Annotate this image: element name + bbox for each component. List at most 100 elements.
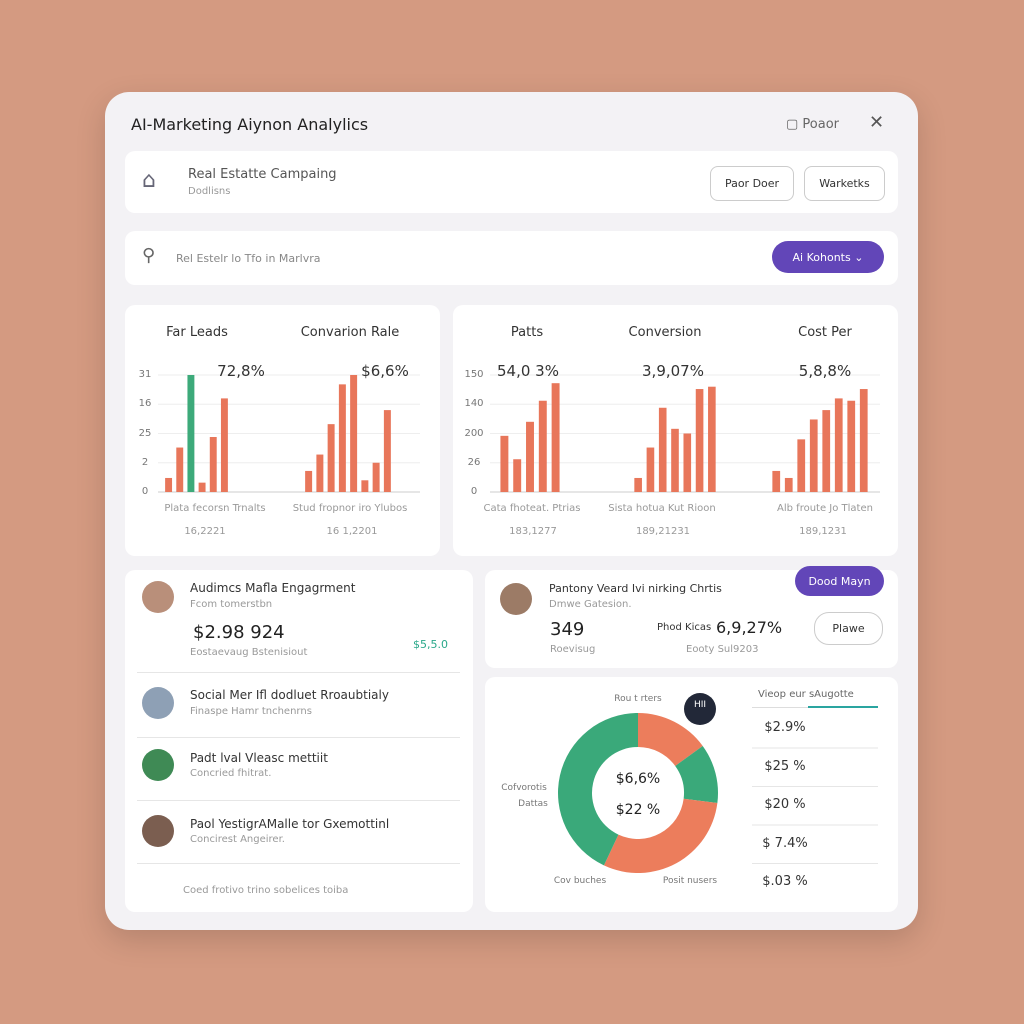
search-bar[interactable]	[125, 231, 898, 285]
bar	[859, 389, 868, 492]
bar	[695, 389, 704, 492]
tab-underline	[808, 706, 878, 708]
bar	[209, 437, 217, 492]
avatar	[500, 583, 532, 615]
chart-headline: $6,6%	[361, 362, 409, 380]
stat-value: $.03 %	[762, 874, 808, 889]
bar	[658, 407, 667, 492]
avatar	[142, 749, 174, 781]
y-tick-label: 0	[141, 486, 149, 497]
bar	[383, 410, 391, 492]
bar	[551, 383, 560, 492]
stat-value: $2.9%	[764, 720, 806, 735]
item-subtitle: Fcom tomerstbn	[190, 599, 273, 610]
campaign-title: Real Estatte Campaing	[188, 167, 337, 182]
bar	[187, 375, 195, 492]
bar	[500, 435, 509, 492]
donut-annotation: Cov buches	[553, 876, 607, 886]
donut-hole	[593, 748, 683, 838]
chart-footer-value: 16 1,2201	[326, 526, 378, 537]
rate-label: Phod Kicas	[657, 622, 712, 633]
bar	[772, 470, 781, 492]
home-icon: ⌂	[142, 168, 156, 193]
bar	[220, 398, 228, 492]
bar	[176, 447, 184, 492]
button[interactable]: Warketks	[804, 166, 885, 201]
chart-headline: 3,9,07%	[642, 362, 704, 380]
donut-segment	[558, 713, 638, 866]
search-button[interactable]: Ai Kohonts ⌄	[772, 241, 884, 273]
chart-headline: 54,0 3%	[497, 362, 559, 380]
badge: $5,5.0	[413, 638, 448, 651]
donut-annotation: Posit nusers	[662, 876, 718, 886]
donut-annotation: Dattas	[518, 799, 548, 809]
divider	[137, 863, 460, 864]
bar	[708, 386, 716, 492]
bar	[526, 421, 534, 492]
bar	[338, 384, 346, 492]
item-title: Padt lval Vleasc mettiit	[190, 751, 328, 765]
divider	[137, 672, 460, 673]
y-tick-label: 150	[464, 369, 484, 380]
item-title: Audimcs Mafla Engagrment	[190, 581, 356, 595]
bar	[305, 470, 313, 492]
chart-title: Cost Per	[798, 325, 852, 340]
button[interactable]: Dood Mayn	[795, 566, 884, 596]
bar	[847, 400, 856, 492]
donut-label: $22 %	[615, 802, 661, 818]
donut-annotation: HII	[684, 693, 716, 725]
chart-footer-value: 16,2221	[184, 526, 226, 537]
button[interactable]: Plawe	[814, 612, 883, 645]
bar	[809, 419, 818, 492]
bar	[784, 477, 793, 492]
y-tick-label: 26	[467, 456, 481, 468]
bar	[634, 477, 642, 492]
divider	[137, 737, 460, 738]
y-tick-label: 200	[464, 427, 484, 439]
bar	[646, 447, 655, 492]
bar	[198, 482, 206, 492]
chart-footer-value: 189,1231	[799, 526, 847, 537]
donut-annotation: Cofvorotis	[501, 783, 547, 793]
bar	[797, 439, 806, 492]
donut-segment	[603, 798, 718, 873]
bar	[372, 462, 380, 492]
bar	[671, 428, 679, 492]
y-tick-label: 25	[138, 427, 152, 439]
bar	[834, 398, 843, 492]
y-tick-label: 0	[470, 486, 478, 497]
chart-footer: Cata fhoteat. Ptrias	[483, 503, 581, 514]
card-footer: Coed frotivo trino sobelices toiba	[183, 885, 349, 896]
bar	[165, 477, 173, 492]
header-action-label: Poaor	[802, 117, 840, 132]
bar	[822, 410, 831, 492]
stats-title: Vieop eur sAugotte	[758, 689, 854, 700]
count-label: Roevisug	[550, 644, 596, 655]
engagement-value: $2.98 924	[193, 622, 285, 643]
avatar	[142, 815, 174, 847]
summary-title: Pantony Veard Ivi nirking Chrtis	[549, 582, 722, 595]
value-note: Eostaevaug Bstenisiout	[190, 647, 308, 658]
y-tick-label: 2	[141, 456, 149, 468]
avatar	[142, 687, 174, 719]
donut-segment	[638, 713, 703, 766]
chart-footer-value: 189,21231	[635, 526, 691, 537]
stat-value: $20 %	[764, 797, 806, 812]
chart-title: Patts	[510, 325, 544, 340]
button-label: Ai Kohonts	[792, 250, 851, 264]
y-tick-label: 31	[138, 369, 152, 380]
stat-value: $25 %	[764, 758, 806, 774]
donut-label: $6,6%	[615, 771, 661, 787]
close-icon[interactable]: ✕	[869, 112, 885, 133]
header-action[interactable]: ▢ Poaor	[786, 117, 840, 132]
summary-rate: 6,9,27%	[716, 618, 783, 637]
engagement-card	[125, 570, 473, 912]
button[interactable]: Paor Doer	[710, 166, 794, 201]
y-tick-label: 140	[464, 398, 484, 410]
chart-title: Far Leads	[166, 325, 228, 340]
search-icon: ⚲	[142, 245, 156, 266]
rate-note: Eooty Sul9203	[686, 644, 759, 655]
chart-footer-value: 183,1277	[509, 526, 557, 537]
